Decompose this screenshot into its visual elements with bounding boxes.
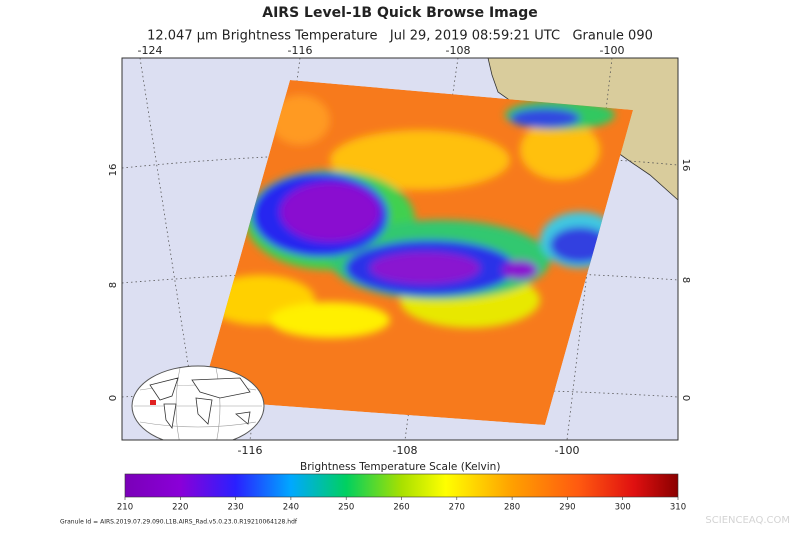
lon-label: -116 <box>288 44 313 57</box>
colorbar-tick-label: 210 <box>117 503 133 513</box>
lon-label: -108 <box>393 444 418 457</box>
granule-id: Granule Id = AIRS.2019.07.29.090.L1B.AIR… <box>60 519 298 526</box>
lon-label: -108 <box>446 44 471 57</box>
lon-label: -124 <box>138 44 163 57</box>
colorbar-tick-label: 280 <box>504 503 520 513</box>
lon-label: -100 <box>600 44 625 57</box>
colorbar-tick-label: 240 <box>283 503 299 513</box>
colorbar <box>124 473 679 498</box>
colorbar-label: Brightness Temperature Scale (Kelvin) <box>300 461 500 473</box>
map <box>122 58 678 440</box>
lat-label: 0 <box>108 395 119 401</box>
lat-label: 0 <box>680 395 691 401</box>
subtitle: 12.047 μm Brightness Temperature Jul 29,… <box>147 29 653 44</box>
inset-globe <box>131 365 265 440</box>
colorbar-tick-label: 230 <box>227 503 243 513</box>
colorbar-tick-label: 310 <box>670 503 686 513</box>
watermark: SCIENCEAQ.COM <box>705 515 790 526</box>
colorbar-tick-label: 220 <box>172 503 188 513</box>
colorbar-tick-label: 260 <box>393 503 409 513</box>
colorbar-tick-label: 300 <box>615 503 631 513</box>
lat-label: 8 <box>108 282 119 288</box>
lat-label: 16 <box>680 159 691 172</box>
lat-label: 8 <box>680 277 691 283</box>
swath <box>200 80 633 425</box>
lon-label: -116 <box>238 444 263 457</box>
title: AIRS Level-1B Quick Browse Image <box>262 5 537 21</box>
map-frame <box>121 57 679 441</box>
lon-label: -100 <box>555 444 580 457</box>
colorbar-tick-label: 250 <box>338 503 354 513</box>
colorbar-tick-label: 270 <box>449 503 465 513</box>
lat-label: 16 <box>108 164 119 177</box>
colorbar-tick-label: 290 <box>559 503 575 513</box>
